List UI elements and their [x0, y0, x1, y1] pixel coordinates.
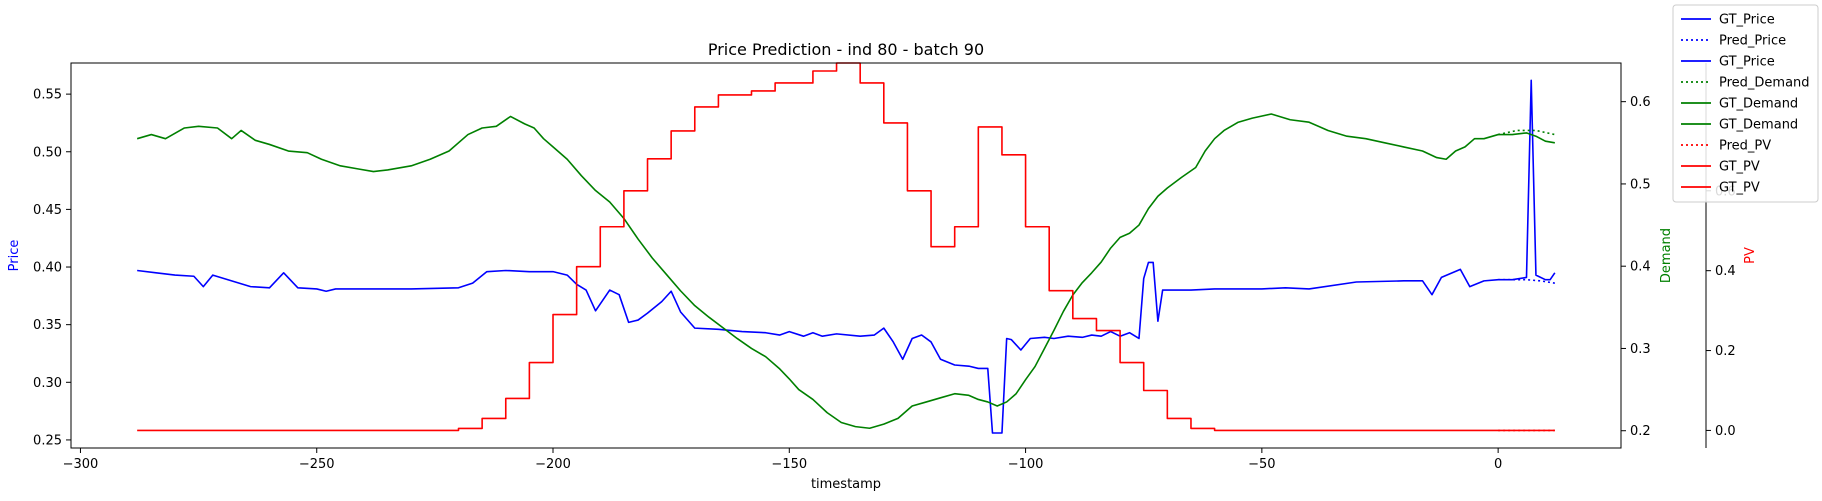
- demand-tick-label: 0.3: [1630, 342, 1651, 357]
- x-tick-label: 0: [1494, 457, 1502, 472]
- price-tick-label: 0.40: [33, 261, 62, 276]
- price-tick-label: 0.35: [33, 318, 62, 333]
- series-line-gt-demand: [136, 113, 1555, 430]
- legend-label: Pred_Price: [1719, 34, 1786, 49]
- demand-tick-label: 0.6: [1630, 95, 1651, 110]
- x-axis-label: timestamp: [811, 477, 881, 492]
- pv-tick-label: 0.2: [1715, 344, 1736, 359]
- price-tick-label: 0.55: [33, 88, 62, 103]
- legend-label: GT_Demand: [1719, 118, 1798, 133]
- x-tick-label: −150: [771, 457, 807, 472]
- price-tick-label: 0.45: [33, 203, 62, 218]
- legend-label: Pred_Demand: [1719, 76, 1810, 91]
- x-tick-label: −100: [1008, 457, 1044, 472]
- legend-label: GT_PV: [1719, 160, 1760, 175]
- demand-tick-label: 0.2: [1630, 424, 1651, 439]
- pv-axis-label: PV: [1743, 247, 1758, 264]
- legend-label: GT_PV: [1719, 181, 1760, 196]
- legend-label: GT_Price: [1719, 55, 1775, 70]
- x-tick-label: −300: [63, 457, 99, 472]
- demand-tick-label: 0.5: [1630, 177, 1651, 192]
- price-axis-label: Price: [7, 240, 22, 272]
- series-line-gt-pv: [137, 62, 1555, 432]
- chart-title: Price Prediction - ind 80 - batch 90: [708, 40, 984, 59]
- pv-tick-label: 0.0: [1715, 424, 1736, 439]
- pv-tick-label: 0.4: [1715, 264, 1736, 279]
- price-tick-label: 0.50: [33, 145, 62, 160]
- x-tick-label: −50: [1248, 457, 1275, 472]
- price-tick-label: 0.30: [33, 376, 62, 391]
- price-axis: 0.25 0.30 0.35 0.40 0.45 0.50 0.55 Price: [7, 88, 71, 448]
- legend-label: GT_Demand: [1719, 97, 1798, 112]
- x-tick-label: −250: [299, 457, 335, 472]
- legend-box: [1672, 4, 1819, 203]
- series-layer: [136, 62, 1556, 434]
- legend-label: GT_Price: [1719, 13, 1775, 28]
- demand-tick-label: 0.4: [1630, 260, 1651, 275]
- price-tick-label: 0.25: [33, 433, 62, 448]
- x-tick-label: −200: [535, 457, 571, 472]
- x-axis: −300 −250 −200 −150 −100 −50 0: [63, 448, 1502, 472]
- demand-axis-label: Demand: [1659, 228, 1674, 283]
- plot-frame: [70, 62, 1622, 449]
- legend-label: Pred_PV: [1719, 139, 1771, 154]
- legend: GT_Price Pred_Price GT_Price Pred_Demand GT_…: [1672, 4, 1819, 203]
- series-line-gt-price: [137, 79, 1556, 434]
- demand-axis: 0.2 0.3 0.4 0.5 0.6 Demand: [1621, 95, 1674, 439]
